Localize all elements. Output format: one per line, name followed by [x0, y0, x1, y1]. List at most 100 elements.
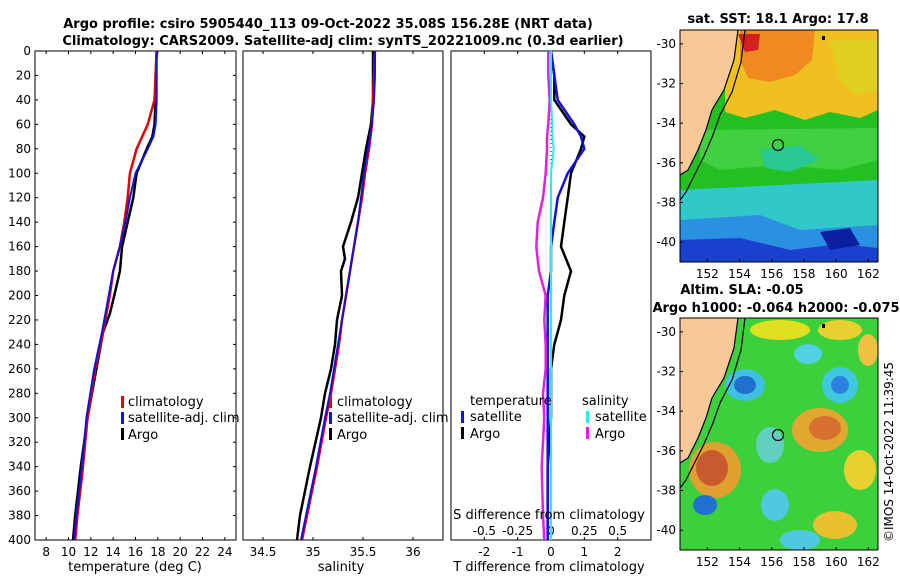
x-tick-label: 10 — [61, 545, 76, 559]
lat-tick-label: -30 — [656, 325, 676, 339]
temperature-legend: climatology satellite-adj. clim Argo — [121, 395, 240, 443]
legend-title-temperature: temperature — [470, 394, 552, 409]
depth-tick-label: 80 — [16, 142, 31, 156]
s-tick-label: -0.25 — [502, 524, 533, 538]
sla-argo-marker — [771, 428, 785, 442]
legend-swatch-argo — [121, 428, 124, 440]
lon-tick-label: 158 — [792, 267, 815, 281]
lon-tick-label: 156 — [760, 555, 783, 569]
legend-swatch-satellite — [121, 412, 124, 424]
lat-tick-label: -34 — [656, 116, 676, 130]
lat-tick-label: -30 — [656, 37, 676, 51]
lat-tick-label: -38 — [656, 484, 676, 498]
salinity-tick-labels: 34.5 35 35.5 36 — [250, 51, 421, 559]
lat-tick-label: -36 — [656, 444, 676, 458]
salinity-xlabel: salinity — [318, 560, 365, 575]
lon-tick-label: 162 — [857, 555, 880, 569]
depth-tick-label: 380 — [8, 509, 31, 523]
sst-map-image — [680, 30, 878, 262]
depth-tick-label: 60 — [16, 117, 31, 131]
x-tick-label: 35.5 — [350, 545, 377, 559]
legend-label-t-argo: Argo — [470, 427, 500, 442]
depth-tick-label: 360 — [8, 484, 31, 498]
difference-lines — [535, 51, 586, 540]
sst-map-frame — [679, 29, 879, 263]
sla-lat-labels: -30 -32 -34 -36 -38 -40 — [656, 325, 683, 537]
figure-title-line1: Argo profile: csiro 5905440_113 09-Oct-2… — [63, 17, 593, 32]
lon-tick-label: 162 — [857, 267, 880, 281]
temperature-lines — [71, 51, 158, 540]
temperature-xlabel: temperature (deg C) — [68, 560, 202, 575]
x-tick-label: 12 — [83, 545, 98, 559]
depth-tick-label: 280 — [8, 386, 31, 400]
x-tick-label: 22 — [195, 545, 210, 559]
lat-tick-label: -34 — [656, 404, 676, 418]
series-line-s-argo — [535, 51, 551, 540]
depth-tick-label: 340 — [8, 460, 31, 474]
s-tick-label: -0.5 — [473, 524, 496, 538]
depth-tick-label: 240 — [8, 337, 31, 351]
legend-swatch-argo — [329, 428, 332, 440]
s-tick-label: 0.25 — [571, 524, 598, 538]
lon-tick-label: 160 — [825, 555, 848, 569]
x-tick-label: 20 — [173, 545, 188, 559]
x-tick-label: 18 — [150, 545, 165, 559]
t-difference-xlabel: T difference from climatology — [452, 560, 645, 575]
depth-tick-label: 220 — [8, 313, 31, 327]
lat-tick-label: -32 — [656, 77, 676, 91]
lat-tick-label: -32 — [656, 365, 676, 379]
x-tick-label: 14 — [106, 545, 121, 559]
difference-legend: temperature satellite Argo salinity sate… — [461, 394, 647, 442]
lon-tick-label: 154 — [728, 555, 751, 569]
sst-island — [822, 36, 825, 40]
sla-lon-labels: 152 154 156 158 160 162 — [696, 547, 880, 569]
sla-map-frame — [679, 317, 879, 551]
sst-isobath — [680, 30, 746, 201]
x-tick-label: 36 — [405, 545, 420, 559]
depth-tick-label: 40 — [16, 93, 31, 107]
x-tick-label: 35 — [305, 545, 320, 559]
depth-tick-label: 160 — [8, 240, 31, 254]
lat-tick-label: -40 — [656, 523, 676, 537]
lat-tick-label: -40 — [656, 235, 676, 249]
x-tick-label: 2 — [614, 545, 622, 559]
legend-label-satellite: satellite-adj. clim — [128, 411, 240, 426]
sla-map-panel: Altim. SLA: -0.05 Argo h1000: -0.064 h20… — [652, 283, 899, 569]
x-tick-label: -1 — [512, 545, 524, 559]
sla-land — [680, 318, 738, 463]
sst-land — [680, 30, 738, 175]
lat-tick-label: -36 — [656, 156, 676, 170]
x-tick-label: -2 — [478, 545, 490, 559]
legend-label-satellite: satellite-adj. clim — [337, 411, 449, 426]
sla-map-image — [680, 318, 878, 550]
legend-swatch-satellite — [329, 412, 332, 424]
x-tick-label: 24 — [217, 545, 232, 559]
legend-swatch-s-argo — [586, 427, 589, 439]
temperature-panel: 0204060801001201401601802002202402602803… — [8, 44, 651, 575]
lon-tick-label: 160 — [825, 267, 848, 281]
salinity-legend: climatology satellite-adj. clim Argo — [329, 395, 449, 443]
series-line-s-satellite — [550, 51, 555, 540]
legend-swatch-t-argo — [461, 427, 464, 439]
legend-swatch-climatology — [329, 396, 332, 408]
x-tick-label: 16 — [128, 545, 143, 559]
legend-swatch-climatology — [121, 396, 124, 408]
depth-tick-label: 100 — [8, 166, 31, 180]
legend-title-salinity: salinity — [582, 394, 629, 409]
difference-panel: -2 -1 0 1 2 -0.5 -0.25 0 0.25 0.5 S difference f… — [450, 50, 652, 575]
credit-text: ©IMOS 14-Oct-2022 11:39:45 — [882, 362, 896, 542]
depth-tick-label: 320 — [8, 435, 31, 449]
depth-tick-label: 300 — [8, 411, 31, 425]
lon-tick-label: 152 — [696, 555, 719, 569]
legend-label-climatology: climatology — [128, 395, 204, 410]
sla-map-title-line1: Altim. SLA: -0.05 — [680, 283, 803, 298]
s-tick-label: 0.5 — [608, 524, 627, 538]
lon-tick-label: 158 — [792, 555, 815, 569]
depth-tick-label: 20 — [16, 68, 31, 82]
series-line-satellite — [73, 51, 158, 540]
lon-tick-label: 154 — [728, 267, 751, 281]
salinity-lines — [295, 51, 377, 540]
temperature-tick-labels: 8 10 12 14 16 18 20 22 24 — [42, 51, 232, 559]
sla-isobath — [680, 318, 746, 489]
